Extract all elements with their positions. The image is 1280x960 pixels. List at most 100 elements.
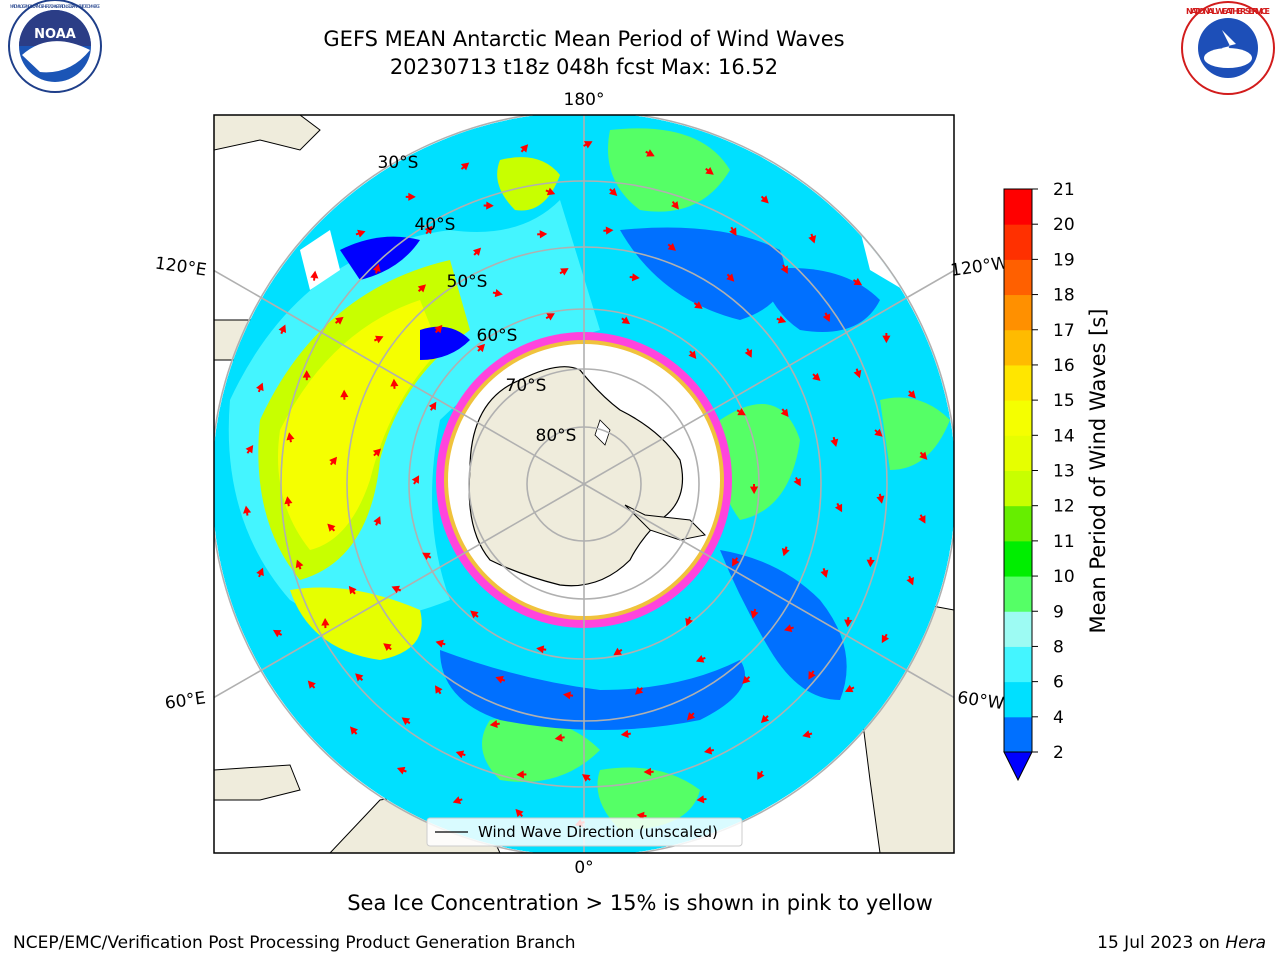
noaa-ring-text: NATIONAL OCEANIC AND ATMOSPHERIC ADMINIS… (10, 4, 100, 9)
colorbar-tick-label: 20 (1053, 215, 1075, 235)
colorbar-band (1004, 189, 1032, 225)
wave-arrow-head (881, 634, 890, 644)
wave-arrow-head (422, 552, 431, 560)
wave-arrow-head (783, 624, 793, 633)
wave-arrow-head (634, 686, 644, 695)
wave-arrow-head (357, 229, 366, 238)
wave-arrow-head (695, 654, 705, 663)
map-legend: Wind Wave Direction (unscaled) (426, 817, 743, 847)
wave-arrow-head (820, 569, 829, 578)
wave-arrow-head (562, 691, 571, 700)
colorbar-tick-label: 4 (1053, 708, 1064, 728)
wave-arrow-head (643, 767, 652, 776)
wave-arrow-head (284, 496, 293, 505)
wave-arrow-head (760, 714, 770, 724)
sea-ice-note: Sea Ice Concentration > 15% is shown in … (347, 891, 933, 915)
wave-arrow-head (256, 567, 264, 577)
wave-arrow-head (732, 557, 740, 567)
wave-arrow-head (876, 495, 885, 504)
wave-arrow-head (327, 523, 336, 532)
wave-arrow-head (726, 273, 735, 282)
wave-arrow-head (844, 684, 854, 693)
wave-arrow-head (372, 448, 382, 457)
footer-host: Hera (1225, 933, 1266, 953)
footer-credit: NCEP/EMC/Verification Post Processing Pr… (13, 933, 576, 953)
wave-arrow-head (613, 647, 622, 656)
wave-arrow-head (310, 270, 319, 279)
wave-arrow-head (742, 675, 751, 684)
lat-label-70s: 70°S (506, 376, 547, 396)
colorbar-tick-label: 8 (1053, 637, 1064, 657)
colorbar-tick-label: 19 (1053, 250, 1075, 270)
wave-arrow-head (554, 733, 563, 742)
map-frame (213, 114, 955, 854)
wave-arrow-head (335, 316, 344, 325)
footer-date: 15 Jul 2023 on Hera (1097, 933, 1266, 953)
colorbar-band (1004, 540, 1032, 577)
wave-arrow-head (802, 730, 811, 739)
colorbar-tick-label: 6 (1053, 673, 1064, 693)
wave-arrow-head (749, 486, 759, 495)
wave-arrow-head (494, 289, 503, 298)
wave-arrow-head (808, 671, 816, 680)
wave-arrow-head (401, 717, 411, 726)
wave-arrow-head (686, 712, 696, 721)
wave-arrow-head (411, 475, 420, 484)
wave-arrow-head (793, 477, 801, 487)
wave-arrow-head (760, 195, 769, 204)
wave-arrow-head (737, 408, 746, 416)
wave-arrow-head (834, 503, 843, 513)
colorbar-band (1004, 505, 1032, 542)
wave-arrow-head (853, 369, 862, 379)
colorbar-band (1004, 400, 1032, 436)
colorbar-tick-label: 15 (1053, 391, 1075, 411)
nws-ring-text: NATIONAL WEATHER SERVICE (1186, 7, 1270, 16)
wave-arrow-head (349, 726, 358, 735)
wave-arrow-head (694, 301, 703, 309)
wave-arrow-head (853, 277, 863, 286)
map-area (214, 115, 954, 853)
wave-arrow-head (396, 766, 406, 775)
wave-arrow-head (243, 505, 252, 514)
wave-arrow-head (391, 585, 400, 594)
wave-arrow-head (383, 643, 392, 652)
colorbar-band (1004, 364, 1032, 401)
colorbar-tick-label: 21 (1053, 180, 1075, 200)
wave-arrow-head (434, 324, 443, 334)
wave-arrow-head (390, 378, 399, 387)
wave-arrow-head (408, 192, 416, 201)
wave-arrow-head (808, 235, 817, 244)
wave-arrow-head (560, 268, 569, 276)
colorbar-tick-label: 2 (1053, 743, 1064, 763)
colorbar-tick-label: 14 (1053, 426, 1075, 446)
wave-arrow-head (830, 438, 839, 447)
nws-logo: NATIONAL WEATHER SERVICE (1181, 1, 1275, 95)
lat-label-50s: 50°S (447, 272, 488, 292)
wave-arrow-head (646, 149, 655, 157)
wave-arrow-head (705, 166, 714, 175)
latitude-labels: 30°S 40°S 50°S 60°S 70°S 80°S (378, 153, 577, 446)
wave-arrow-head (295, 559, 304, 569)
wave-arrow-head (272, 629, 282, 638)
wave-arrow-head (757, 771, 765, 780)
wave-arrow-head (621, 316, 631, 325)
colorbar-label: Mean Period of Wind Waves [s] (1086, 309, 1110, 634)
wave-arrow-head (516, 770, 524, 779)
colorbar-tick-label: 11 (1053, 532, 1075, 552)
wave-arrow-head (435, 639, 444, 648)
wave-arrow-head (348, 585, 357, 595)
colorbar-tick-label: 10 (1053, 567, 1075, 587)
wave-arrow-head (460, 162, 470, 171)
wave-arrow-head (455, 750, 465, 759)
colorbar-band (1004, 329, 1032, 366)
wave-arrow-head (777, 315, 787, 324)
wave-arrow-head (812, 372, 821, 381)
colorbar-band (1004, 294, 1032, 331)
colorbar-band (1004, 224, 1032, 260)
wave-arrow-head (822, 313, 831, 323)
wave-arrow-head (844, 619, 853, 628)
colorbar-band (1004, 576, 1032, 612)
wave-arrow-head (536, 645, 545, 654)
colorbar-tick-label: 18 (1053, 286, 1075, 306)
